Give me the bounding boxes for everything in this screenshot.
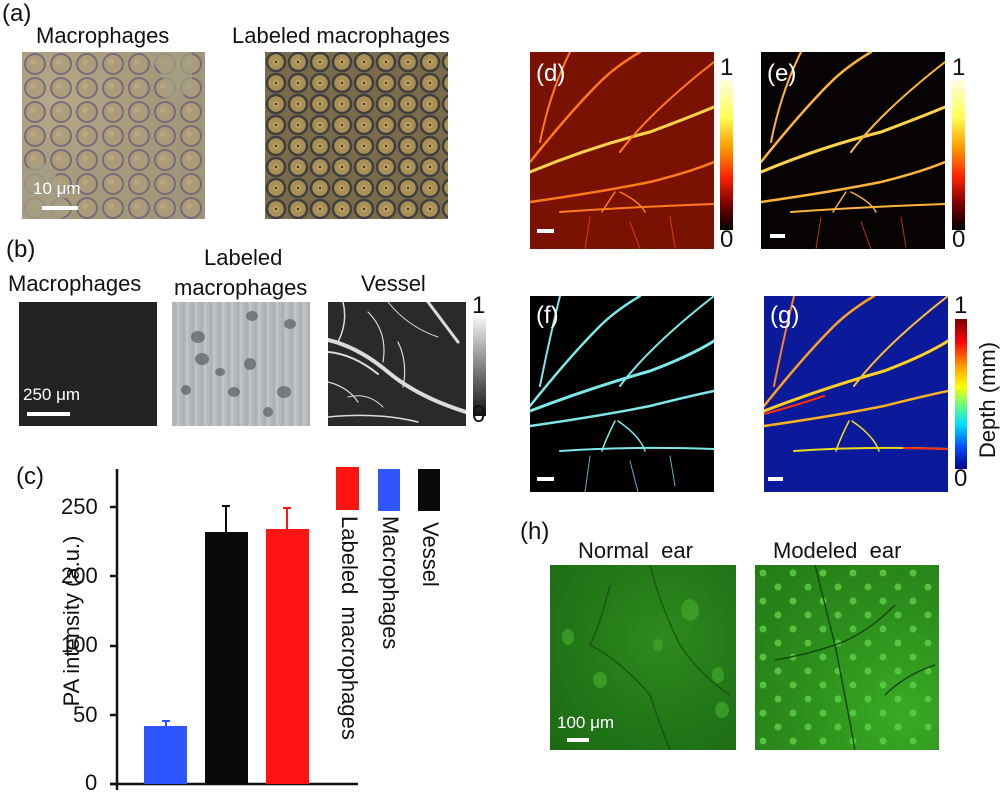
colorbar-max: 1 bbox=[472, 292, 486, 319]
panel-d-label: (d) bbox=[536, 60, 566, 87]
y-tick-100: 100 bbox=[61, 632, 98, 657]
panel-h-title-modeled: Modeled ear bbox=[773, 538, 902, 563]
colorbar-min: 0 bbox=[472, 401, 486, 428]
colorbar-g-min: 0 bbox=[954, 465, 968, 492]
panel-c-label: (c) bbox=[16, 463, 44, 490]
bar-chart bbox=[110, 467, 440, 790]
colorbar-e-min: 0 bbox=[952, 226, 966, 253]
colorbar-hot-d bbox=[720, 80, 733, 230]
colorbar-g-max: 1 bbox=[954, 292, 968, 319]
scale-bar bbox=[770, 234, 785, 238]
legend-macrophages: Macrophages bbox=[378, 516, 403, 650]
dark-spots bbox=[181, 311, 296, 417]
panel-b-label: (b) bbox=[6, 236, 36, 263]
panel-h-title-normal: Normal ear bbox=[578, 538, 693, 563]
tissue-texture bbox=[562, 565, 731, 750]
panel-e-label: (e) bbox=[767, 60, 797, 87]
pa-image-d: (d) bbox=[530, 52, 714, 249]
panel-a-title-macrophages: Macrophages bbox=[36, 23, 170, 48]
panel-a-title-labeled: Labeled macrophages bbox=[232, 23, 450, 48]
scale-bar bbox=[42, 206, 78, 210]
labeled-cells-dots bbox=[755, 565, 939, 750]
panel-g-label: (g) bbox=[770, 302, 800, 329]
panel-b-title-labeled-line2: macrophages bbox=[174, 275, 308, 300]
scale-bar-label: 100 μm bbox=[557, 713, 615, 732]
pa-image-macrophages: 250 μm bbox=[19, 302, 157, 426]
colorbar-hot-e bbox=[952, 80, 965, 230]
pa-image-vessel bbox=[328, 302, 466, 426]
panel-b-title-vessel: Vessel bbox=[361, 271, 426, 296]
y-tick-0: 0 bbox=[85, 770, 98, 795]
fluorescence-modeled-ear bbox=[755, 565, 939, 750]
colorbar-d-min: 0 bbox=[720, 226, 734, 253]
scale-bar bbox=[567, 738, 589, 742]
scale-bar bbox=[537, 477, 554, 481]
vessel-network-cyan bbox=[530, 296, 714, 492]
colorbar-d-max: 1 bbox=[720, 54, 734, 81]
pa-image-labeled-macrophages bbox=[172, 302, 310, 426]
panel-a-label: (a) bbox=[2, 0, 32, 27]
panel-f-label: (f) bbox=[536, 302, 559, 329]
y-tick-250: 250 bbox=[61, 494, 98, 519]
vessel-segmentation-f: (f) bbox=[530, 296, 714, 492]
colorbar-e-max: 1 bbox=[952, 54, 966, 81]
legend-labeled-macrophages: Labeled macrophages bbox=[337, 516, 362, 740]
colorbar-grayscale bbox=[473, 318, 486, 416]
pa-image-e: (e) bbox=[761, 52, 945, 249]
vessel-network-thresholded bbox=[761, 52, 945, 249]
vessel-network-red bbox=[530, 52, 714, 249]
scale-bar bbox=[27, 412, 70, 416]
cells-pattern bbox=[22, 52, 205, 219]
panel-b-title-labeled-line1: Labeled bbox=[204, 245, 283, 270]
panel-h-label: (h) bbox=[520, 518, 550, 545]
y-tick-200: 200 bbox=[61, 563, 98, 588]
colorbar-jet-depth bbox=[955, 319, 967, 469]
y-tick-50: 50 bbox=[73, 702, 98, 727]
labeled-cells-pattern bbox=[265, 52, 448, 219]
scale-bar-label: 10 μm bbox=[33, 179, 81, 198]
fluorescence-normal-ear: 100 μm bbox=[550, 565, 736, 750]
micrograph-labeled-macrophages bbox=[265, 52, 448, 219]
vessel-network-depth bbox=[764, 296, 948, 452]
scale-bar bbox=[537, 229, 554, 233]
depth-map-g: (g) bbox=[764, 296, 948, 492]
scale-bar bbox=[768, 477, 783, 481]
micrograph-macrophages: 10 μm bbox=[22, 52, 205, 219]
colorbar-g-label: Depth (mm) bbox=[975, 341, 1000, 459]
scale-bar-label: 250 μm bbox=[23, 385, 81, 404]
vessel-network bbox=[328, 302, 466, 423]
panel-b-title-macrophages: Macrophages bbox=[8, 271, 142, 296]
legend-vessel: Vessel bbox=[418, 522, 443, 587]
